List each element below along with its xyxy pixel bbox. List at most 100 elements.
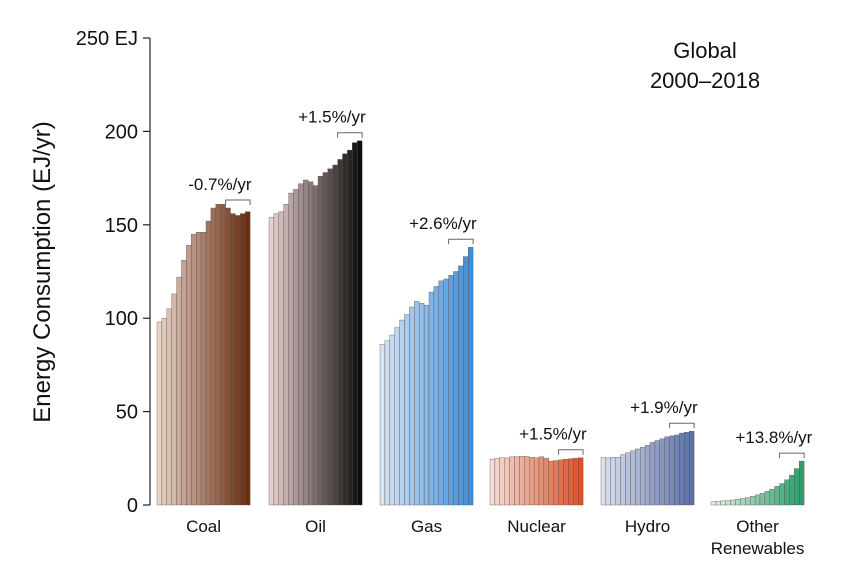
bar-oil-2007 — [303, 179, 309, 506]
bar-nuclear-2006 — [519, 456, 525, 506]
bar-nuclear-2015 — [563, 459, 569, 506]
bar-nuclear-2001 — [494, 458, 500, 506]
bar-other-renewables-2001 — [715, 501, 721, 506]
bar-other-renewables-2007 — [745, 497, 751, 506]
category-label-other-renewables: Renewables — [711, 539, 805, 558]
bar-coal-2010 — [205, 220, 212, 506]
bar-gas-2013 — [443, 278, 449, 506]
bar-coal-2002 — [166, 308, 172, 506]
bar-oil-2011 — [322, 172, 328, 506]
rate-label-gas: +2.6%/yr — [409, 214, 477, 233]
bar-hydro-2005 — [625, 452, 631, 506]
bar-nuclear-2000 — [489, 459, 496, 506]
category-label-coal: Coal — [186, 517, 221, 536]
rate-label-coal: -0.7%/yr — [188, 175, 252, 194]
category-label-nuclear: Nuclear — [507, 517, 566, 536]
bar-oil-2013 — [332, 164, 338, 506]
bar-other-renewables-2006 — [740, 498, 746, 506]
bar-oil-2009 — [312, 185, 319, 506]
y-tick-label: 50 — [116, 402, 138, 424]
y-tick-label: 100 — [105, 308, 138, 330]
bar-other-renewables-2002 — [720, 500, 726, 506]
bar-coal-2004 — [176, 276, 182, 506]
bar-other-renewables-2000 — [710, 501, 717, 506]
bar-gas-2000 — [379, 344, 386, 506]
bar-hydro-2015 — [674, 434, 680, 506]
bar-nuclear-2009 — [533, 457, 540, 506]
bar-oil-2010 — [317, 176, 324, 506]
y-tick-label: 250 EJ — [76, 28, 138, 50]
bar-gas-2015 — [453, 271, 459, 506]
bar-oil-2003 — [283, 204, 289, 506]
bar-gas-2001 — [384, 340, 390, 506]
bar-oil-2004 — [288, 192, 294, 506]
bar-gas-2004 — [399, 319, 405, 506]
bar-nuclear-2012 — [548, 460, 554, 506]
bar-oil-2014 — [337, 159, 343, 506]
bar-oil-2008 — [308, 181, 314, 506]
bar-coal-2009 — [200, 232, 207, 506]
bar-coal-2017 — [240, 213, 246, 506]
rate-bracket-hydro — [669, 422, 695, 429]
bar-coal-2000 — [156, 321, 163, 506]
chart-title-line-2: 2000–2018 — [650, 68, 760, 93]
bar-gas-2014 — [448, 275, 454, 506]
rate-label-other-renewables: +13.8%/yr — [735, 428, 812, 447]
y-axis-label: Energy Consumption (EJ/yr) — [29, 121, 56, 422]
bar-other-renewables-2008 — [750, 496, 756, 506]
rate-bracket-coal — [225, 199, 251, 205]
bar-oil-2017 — [352, 142, 358, 506]
bar-hydro-2002 — [610, 457, 616, 506]
bar-coal-2001 — [161, 318, 167, 506]
bar-group-hydro — [600, 431, 695, 506]
bar-other-renewables-2009 — [754, 494, 761, 506]
bar-oil-2002 — [278, 211, 284, 506]
category-label-gas: Gas — [411, 517, 442, 536]
bar-oil-2000 — [268, 217, 275, 506]
bar-hydro-2007 — [635, 448, 641, 506]
bar-gas-2017 — [463, 256, 469, 506]
bar-other-renewables-2018 — [799, 460, 805, 506]
bar-groups — [156, 140, 805, 506]
bar-other-renewables-2005 — [735, 499, 741, 506]
y-tick-label: 200 — [105, 121, 138, 143]
bar-group-nuclear — [489, 456, 584, 506]
y-axis: 0 50 100 150 200 250 EJ — [76, 28, 151, 517]
growth-rate-annotations: -0.7%/yr +1.5%/yr +2.6%/yr +1.5%/yr +1.9%/yr… — [188, 108, 813, 459]
bar-hydro-2013 — [664, 436, 670, 506]
bar-coal-2016 — [235, 215, 241, 506]
y-tick-label: 0 — [127, 495, 138, 517]
bar-gas-2010 — [428, 291, 435, 506]
bar-gas-2007 — [414, 301, 420, 506]
bar-gas-2011 — [433, 286, 439, 506]
bar-gas-2005 — [404, 314, 410, 506]
rate-label-nuclear: +1.5%/yr — [519, 425, 587, 444]
bar-coal-2008 — [196, 232, 202, 506]
bar-group-other-renewables — [710, 460, 805, 506]
category-label-oil: Oil — [305, 517, 326, 536]
bar-oil-2006 — [298, 183, 304, 506]
bar-hydro-2017 — [684, 431, 690, 506]
y-tick-label: 150 — [105, 215, 138, 237]
bar-other-renewables-2010 — [759, 493, 766, 506]
category-labels: Coal Oil Gas Nuclear Hydro Other Renewables — [186, 517, 804, 558]
bar-hydro-2010 — [649, 442, 656, 506]
bar-other-renewables-2011 — [764, 491, 770, 506]
bar-hydro-2004 — [620, 454, 626, 506]
bar-oil-2005 — [293, 189, 299, 506]
bar-coal-2012 — [215, 204, 221, 506]
rate-label-oil: +1.5%/yr — [298, 108, 366, 127]
bar-coal-2013 — [220, 204, 226, 506]
bar-nuclear-2014 — [558, 459, 564, 506]
bar-oil-2018 — [357, 140, 363, 506]
bar-gas-2016 — [458, 265, 464, 506]
bar-coal-2018 — [245, 211, 251, 506]
bar-coal-2014 — [225, 207, 231, 506]
bar-nuclear-2011 — [543, 458, 549, 506]
rate-bracket-nuclear — [558, 449, 584, 455]
bar-hydro-2009 — [644, 445, 651, 506]
rate-bracket-gas — [448, 238, 474, 245]
bar-coal-2003 — [171, 293, 177, 506]
bar-other-renewables-2004 — [730, 499, 736, 506]
